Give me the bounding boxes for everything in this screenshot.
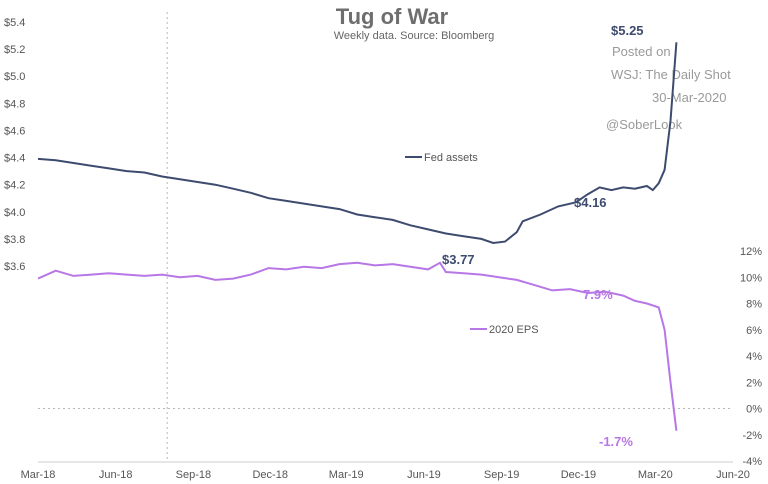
annotation-eps-latest: -1.7%: [599, 434, 633, 449]
right-tick-label: 4%: [746, 351, 762, 363]
right-tick-label: 12%: [740, 246, 762, 258]
watermark: Posted on WSJ: The Daily Shot 30-Mar-202…: [606, 44, 731, 132]
x-axis-ticks: Mar-18 Jun-18 Sep-18 Dec-18 Mar-19 Jun-19 Sep-…: [21, 469, 750, 481]
x-tick-label: Mar-18: [21, 469, 56, 481]
right-tick-label: -4%: [742, 456, 762, 468]
left-tick-label: $3.8: [4, 234, 25, 246]
right-axis-ticks: -4% -2% 0% 2% 4% 6% 8% 10% 12%: [740, 246, 762, 468]
annotation-fed-pre-spike: $4.16: [574, 195, 607, 210]
annotation-fed-peak: $5.25: [611, 23, 644, 38]
chart-title: Tug of War: [336, 4, 449, 29]
left-tick-label: $5.0: [4, 71, 25, 83]
left-tick-label: $4.8: [4, 98, 25, 110]
chart-subtitle: Weekly data. Source: Bloomberg: [334, 30, 495, 42]
right-tick-label: 0%: [746, 404, 762, 416]
watermark-line-3: 30-Mar-2020: [652, 90, 726, 105]
x-tick-label: Jun-20: [716, 469, 750, 481]
legend-label-2020-eps: 2020 EPS: [489, 324, 539, 336]
watermark-line-1: Posted on: [612, 44, 671, 59]
x-tick-label: Dec-18: [252, 469, 287, 481]
legend-2020-eps: 2020 EPS: [470, 324, 539, 336]
series-line-fed-assets: [37, 42, 678, 245]
series-line-2020-eps: [37, 261, 678, 431]
x-tick-label: Dec-19: [561, 469, 596, 481]
left-tick-label: $4.2: [4, 180, 25, 192]
legend-label-fed-assets: Fed assets: [424, 152, 478, 164]
annotation-fed-low: $3.77: [442, 252, 475, 267]
right-tick-label: -2%: [742, 430, 762, 442]
x-tick-label: Mar-19: [329, 469, 364, 481]
left-tick-label: $4.4: [4, 153, 25, 165]
watermark-line-2: WSJ: The Daily Shot: [611, 67, 731, 82]
x-tick-label: Mar-20: [638, 469, 673, 481]
right-tick-label: 10%: [740, 272, 762, 284]
left-tick-label: $3.6: [4, 261, 25, 273]
left-tick-label: $5.4: [4, 17, 25, 29]
x-tick-label: Sep-19: [484, 469, 519, 481]
annotation-eps-pre-drop: 7.9%: [583, 287, 613, 302]
x-tick-label: Jun-18: [99, 469, 133, 481]
watermark-line-4: @SoberLook: [606, 117, 683, 132]
x-tick-label: Jun-19: [407, 469, 441, 481]
left-tick-label: $4.6: [4, 125, 25, 137]
legend-fed-assets: Fed assets: [405, 152, 478, 164]
x-tick-label: Sep-18: [176, 469, 211, 481]
right-tick-label: 2%: [746, 377, 762, 389]
right-tick-label: 6%: [746, 325, 762, 337]
left-axis-ticks: $3.6 $3.8 $4.0 $4.2 $4.4 $4.6 $4.8 $5.0 $5.2 $5.4: [4, 17, 25, 273]
right-tick-label: 8%: [746, 299, 762, 311]
reference-lines: [38, 12, 733, 462]
left-tick-label: $5.2: [4, 44, 25, 56]
left-tick-label: $4.0: [4, 207, 25, 219]
